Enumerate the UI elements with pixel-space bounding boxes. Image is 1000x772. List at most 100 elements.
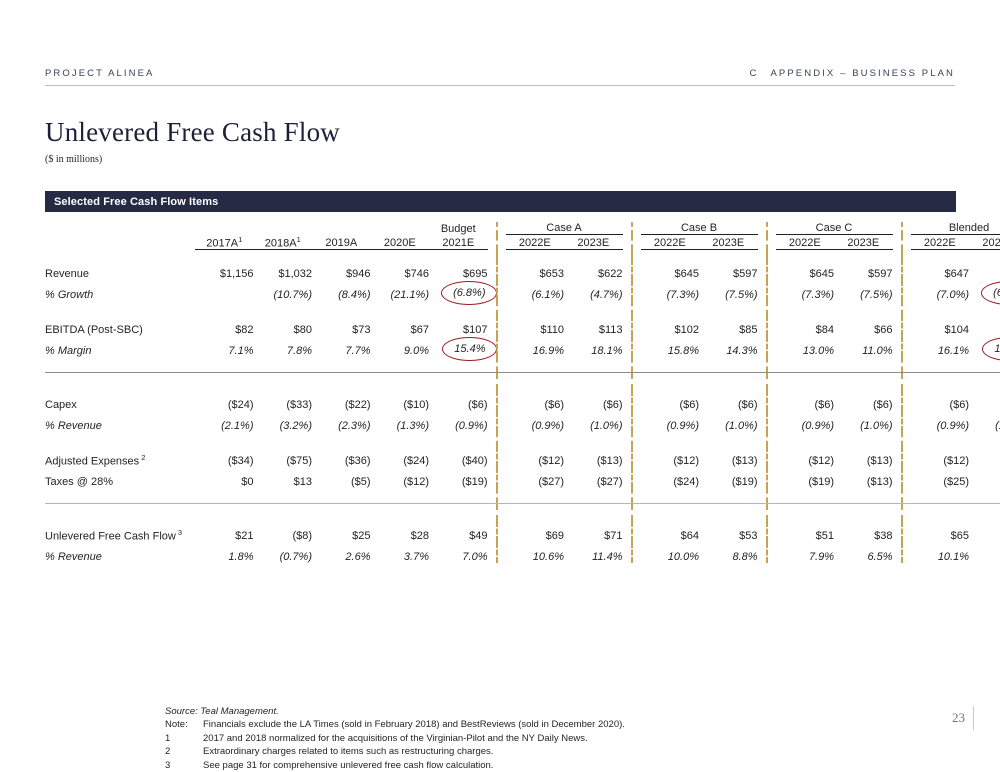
table-cell: ($25) — [943, 476, 970, 489]
spacer-cell — [969, 250, 1000, 260]
column-header-2021e: 2021E — [429, 234, 488, 251]
spacer-cell — [699, 373, 758, 391]
column-divider — [893, 235, 911, 250]
spacer-cell — [564, 250, 623, 260]
rule-cell — [253, 488, 312, 505]
section-rule — [45, 488, 1000, 505]
table-cell: 3.7% — [403, 551, 429, 564]
table-cell: 6.5% — [867, 551, 893, 564]
table-cell: ($6) — [544, 399, 564, 412]
table-cell: $49 — [469, 530, 488, 543]
column-divider — [623, 250, 641, 260]
spacer-cell — [564, 504, 623, 522]
spacer-cell — [776, 504, 835, 522]
column-divider — [758, 250, 776, 260]
table-cell: (7.5%) — [860, 289, 893, 302]
column-divider — [893, 467, 911, 488]
column-divider — [623, 315, 641, 336]
table-cell: 14.3% — [726, 345, 758, 358]
page-number-rule — [973, 706, 974, 730]
rule-cell — [640, 357, 699, 374]
column-divider — [488, 521, 506, 542]
column-divider — [488, 259, 506, 280]
rule-cell — [969, 488, 1000, 505]
footnotes: Source: Teal Management. Note: Financials… — [165, 705, 625, 772]
highlighted-value: (6.8%) — [980, 281, 1000, 306]
spacer-cell — [911, 250, 970, 260]
rule-cell — [564, 357, 623, 374]
highlighted-value: 15.4% — [442, 337, 497, 362]
table-cell: (1.3%) — [396, 420, 429, 433]
table-cell: ($12) — [673, 455, 699, 468]
spacer-cell — [699, 250, 758, 260]
table-cell: $1,156 — [219, 268, 254, 281]
rule-cell — [910, 357, 970, 374]
column-header-2020e: 2020E — [370, 234, 429, 251]
budget-column-label: Budget — [440, 222, 476, 235]
spacer-cell — [641, 373, 700, 391]
column-divider — [892, 488, 911, 505]
table-row: Taxes @ 28% $0 $13 ($5) ($12) ($19) ($27) ($27)… — [45, 467, 1000, 488]
section-band: Selected Free Cash Flow Items — [45, 191, 956, 212]
spacer-cell — [45, 504, 195, 522]
spacer-cell — [776, 250, 835, 260]
table-cell: ($12) — [943, 455, 970, 468]
table-cell: (7.0%) — [936, 289, 970, 302]
spacer-cell — [699, 432, 758, 446]
table-cell: $53 — [739, 530, 758, 543]
table-row: Adjusted Expenses 2 ($34) ($75) ($36) ($24) (… — [45, 446, 1000, 468]
spacer-cell — [195, 373, 254, 391]
column-divider — [488, 280, 506, 301]
column-divider — [893, 280, 911, 301]
table-cell: ($19) — [731, 476, 758, 489]
table-cell: ($13) — [596, 455, 623, 468]
table-row: % Revenue (2.1%) (3.2%) (2.3%) (1.3%) (0.9%) (… — [45, 411, 1000, 432]
table-cell: (1.0%) — [860, 420, 893, 433]
table-cell: $64 — [680, 530, 699, 543]
section-rule — [45, 357, 1000, 374]
free-cash-flow-table: Budget Case A Case B Case C Blended 2017A1 201… — [45, 222, 1000, 563]
table-cell: ($36) — [344, 455, 371, 468]
spacer-cell — [45, 301, 195, 315]
spacer-cell — [834, 373, 893, 391]
table-cell: 11.0% — [862, 345, 893, 358]
table-cell: $69 — [545, 530, 564, 543]
table-cell: 11.4% — [592, 551, 623, 564]
table-cell: (0.9%) — [455, 420, 488, 433]
rule-cell — [370, 488, 429, 505]
row-label-unlevered-free-cash-flow: Unlevered Free Cash Flow 3 — [45, 527, 183, 543]
column-divider — [488, 301, 506, 315]
spacer-cell — [429, 432, 488, 446]
rule-cell — [564, 488, 623, 505]
spacer-cell — [911, 373, 970, 391]
table-cell: $946 — [346, 268, 371, 281]
table-cell: $622 — [598, 268, 623, 281]
column-divider — [623, 411, 641, 432]
column-divider — [623, 432, 641, 446]
table-cell: ($75) — [286, 455, 312, 468]
table-cell: ($6) — [467, 399, 488, 412]
rule-cell — [195, 357, 254, 374]
spacer-cell — [834, 432, 893, 446]
spacer-cell — [776, 373, 835, 391]
section-letter: C — [749, 68, 759, 79]
footnote-text: See page 31 for comprehensive unlevered … — [203, 759, 494, 771]
column-divider — [488, 467, 506, 488]
table-cell: 18.1% — [591, 345, 623, 358]
spacer-cell — [371, 301, 430, 315]
column-divider — [758, 467, 776, 488]
table-cell: ($6) — [872, 399, 893, 412]
column-header-2022e-blended: 2022E — [910, 234, 970, 251]
column-divider — [758, 373, 776, 391]
rule-cell — [640, 488, 699, 505]
footnote-marker: 3 — [175, 527, 183, 537]
header-spacer — [371, 222, 430, 235]
spacer-cell — [254, 301, 313, 315]
column-divider — [758, 542, 776, 563]
table-cell: (0.9%) — [801, 420, 835, 433]
table-cell: (1.0%) — [725, 420, 758, 433]
table-cell: ($12) — [538, 455, 564, 468]
table-cell: 10.6% — [532, 551, 564, 564]
year-header-row: 2017A1 2018A1 2019A 2020E 2021E 2022E 2023E 202… — [45, 234, 1000, 251]
column-divider — [892, 357, 911, 374]
